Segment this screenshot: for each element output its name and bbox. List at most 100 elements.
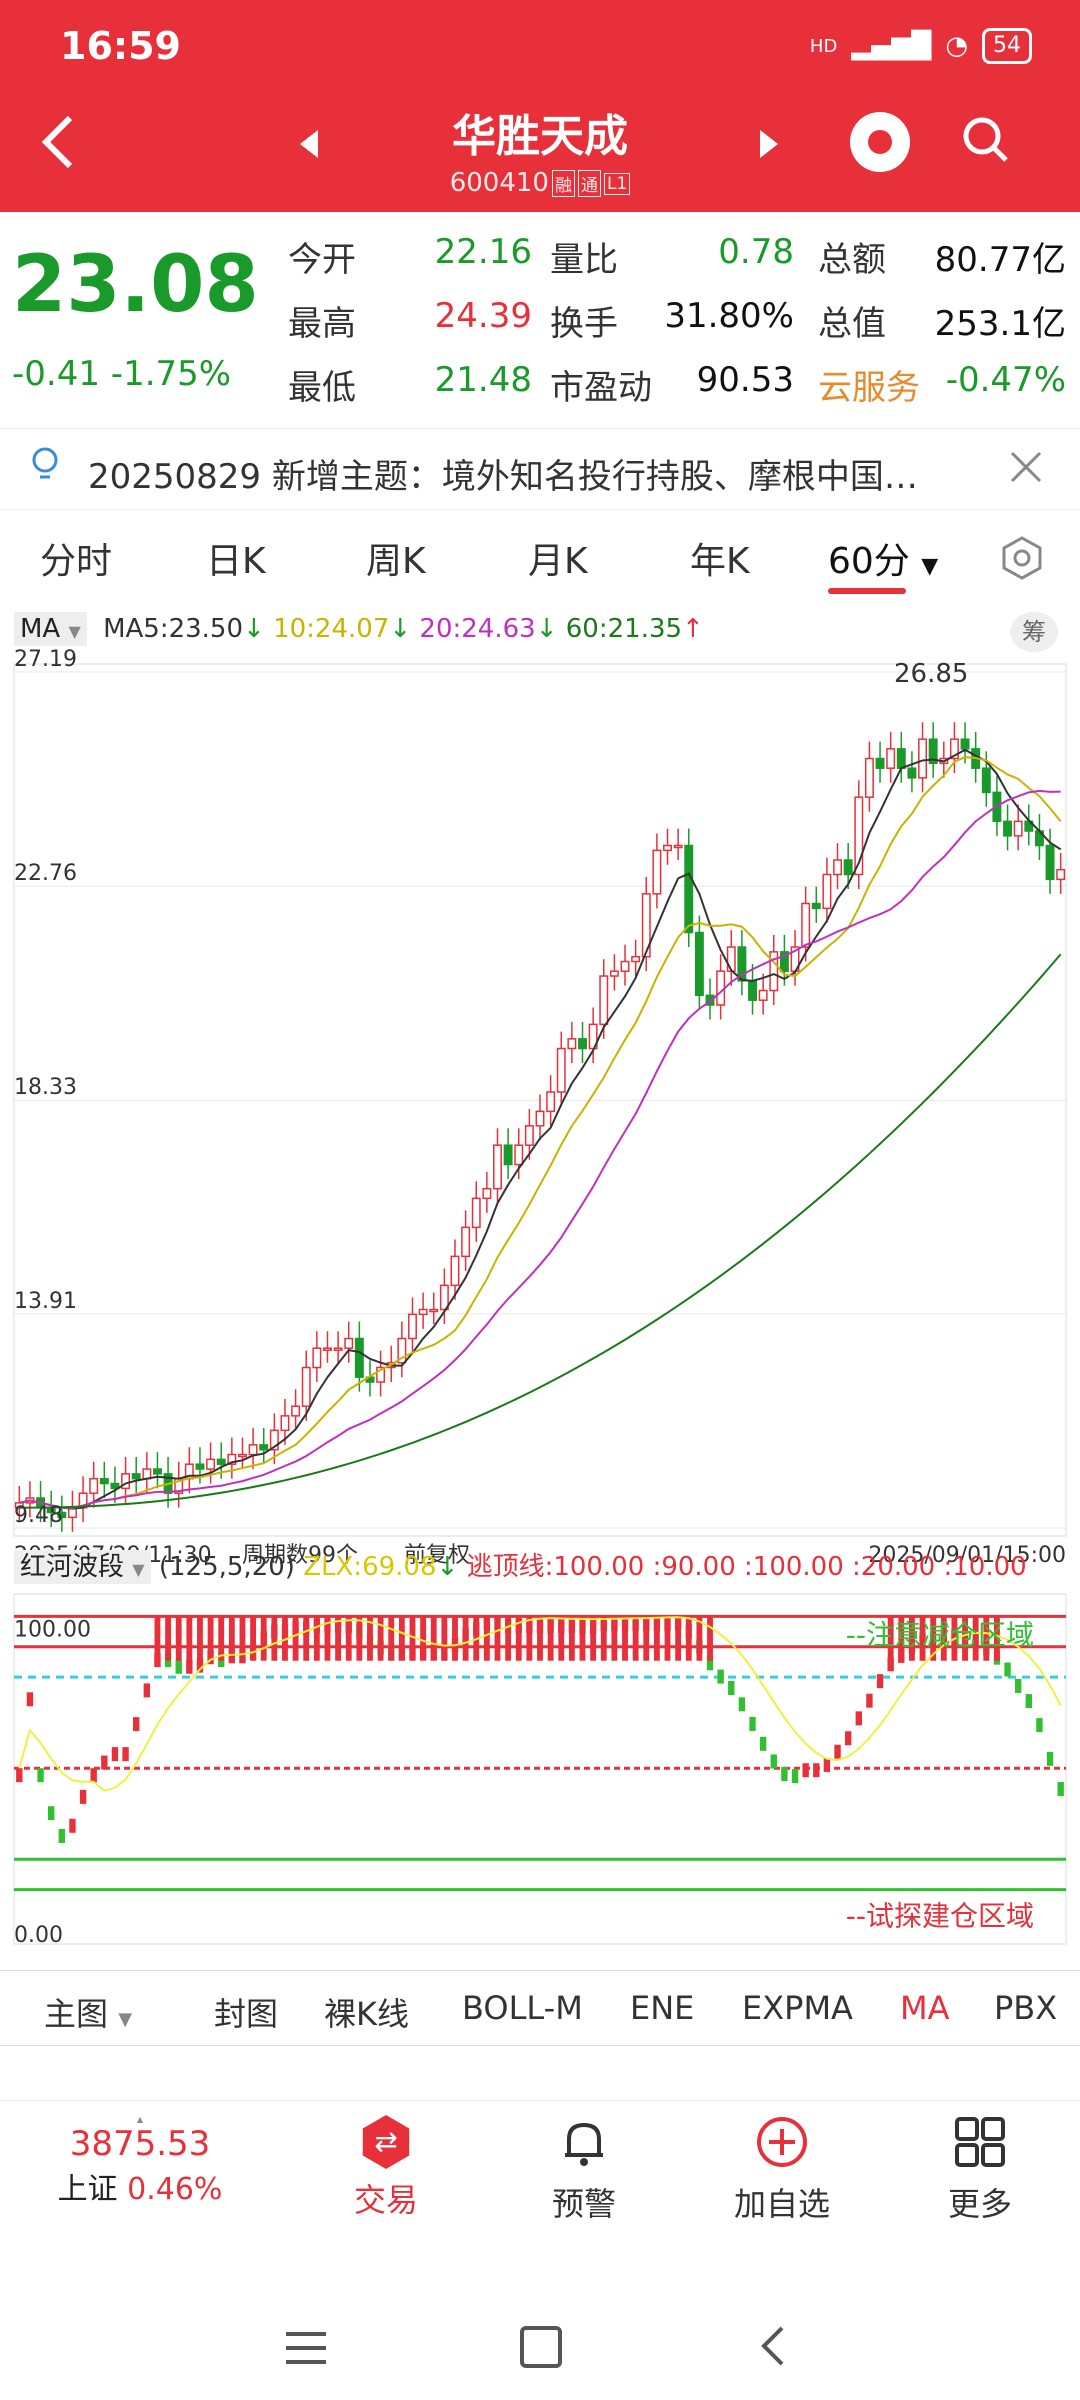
nav-trade-label: 交易 <box>353 2181 418 2219</box>
nav-more[interactable]: 更多 <box>880 2115 1080 2225</box>
x-end-label: 2025/09/01/15:00 <box>868 1543 1066 1568</box>
tab-pbx[interactable]: PBX <box>994 1989 1058 2027</box>
ma20-label: 20:24.63 <box>419 614 536 644</box>
menu-icon[interactable] <box>286 2332 326 2364</box>
quote-label: 最高 <box>288 304 356 344</box>
tab-fenshi[interactable]: 分时 <box>40 541 113 582</box>
candle-body <box>280 1415 290 1432</box>
candle-body <box>1045 844 1055 881</box>
ma10-line <box>19 756 1062 1509</box>
nav-add-watch[interactable]: 加自选 <box>682 2115 882 2225</box>
candle-body <box>748 980 757 1001</box>
ma10-label: 10:24.07 <box>273 614 390 644</box>
quote-label: 今开 <box>288 240 356 280</box>
candle-body <box>1056 868 1066 881</box>
nav-alert[interactable]: 预警 <box>484 2115 684 2225</box>
candle-body <box>758 989 768 1001</box>
news-bar[interactable]: 20250829 新增主题：境外知名投行持股、摩根中国… <box>0 428 1080 510</box>
candle-body <box>110 1482 120 1490</box>
indicator-selector[interactable]: 红河波段 ▼ <box>14 1550 151 1584</box>
candle-body <box>291 1405 301 1417</box>
quote-label: 市盈动 <box>550 368 652 408</box>
news-text: 20250829 新增主题：境外知名投行持股、摩根中国… <box>88 457 918 497</box>
indicator-params: (125,5,20) <box>158 1552 295 1582</box>
candle-body <box>694 931 704 997</box>
candle-body <box>152 1468 162 1475</box>
tab-naked-k[interactable]: 裸K线 <box>324 1995 409 2033</box>
market-index[interactable]: ▲ 3875.53 上证 0.46% <box>40 2115 240 2208</box>
tab-ene[interactable]: ENE <box>630 1989 695 2027</box>
quote-value: 24.39 <box>434 296 532 336</box>
indicator-legend: 红河波段 ▼ (125,5,20) ZLX:69.08↓ 逃顶线:100.00 … <box>14 1546 1027 1584</box>
quote-label: 总值 <box>818 304 886 344</box>
ma-selector[interactable]: MA ▼ <box>14 612 87 646</box>
kline-chart[interactable]: 27.1922.7618.3313.919.4826.852025/07/29/… <box>0 600 1080 1980</box>
tab-ma[interactable]: MA <box>900 1989 950 2027</box>
dropdown-icon: ▼ <box>68 622 81 641</box>
tab-month-k[interactable]: 月K <box>528 541 588 582</box>
candle-body <box>471 1197 481 1229</box>
next-stock-icon[interactable] <box>760 130 778 158</box>
tab-boll-m[interactable]: BOLL-M <box>462 1989 583 2027</box>
quote-value: 0.78 <box>718 232 794 272</box>
chip-distribution-button[interactable]: 筹 <box>1010 612 1058 652</box>
candle-body <box>418 1308 428 1316</box>
candle-body <box>131 1473 141 1480</box>
candle-body <box>248 1444 258 1456</box>
candle-body <box>195 1463 205 1470</box>
prev-stock-icon[interactable] <box>300 130 318 158</box>
candle-body <box>631 955 641 963</box>
bottom-nav: ▲ 3875.53 上证 0.46% ⇄ 交易 预警 加自选 更多 <box>0 2100 1080 2223</box>
home-icon[interactable] <box>520 2326 562 2368</box>
candle-body <box>450 1255 460 1287</box>
candle-body <box>620 960 630 972</box>
tab-day-k[interactable]: 日K <box>206 541 266 582</box>
candle-body <box>344 1337 354 1349</box>
change-value: -0.41 <box>12 354 100 394</box>
tab-fengtu[interactable]: 封图 <box>214 1995 279 2033</box>
down-arrow-icon: ↓ <box>243 614 265 644</box>
candle-body <box>875 757 885 769</box>
candle-body <box>896 748 906 769</box>
quote-label: 云服务 <box>818 368 920 408</box>
up-caret-icon: ▲ <box>136 2115 144 2124</box>
down-arrow-icon: ↓ <box>389 614 412 644</box>
candle-body <box>376 1366 386 1383</box>
tab-week-k[interactable]: 周K <box>366 541 426 582</box>
tab-year-k[interactable]: 年K <box>690 541 750 582</box>
candle-body <box>121 1473 131 1490</box>
tab-main-chart[interactable]: 主图 ▼ <box>44 1989 132 2035</box>
back-button[interactable] <box>38 112 78 172</box>
quote-value: 21.48 <box>434 360 532 400</box>
signal-bars-icon: ▂▄▆█ <box>851 31 932 61</box>
current-price: 23.08 <box>12 240 259 330</box>
tab-expma[interactable]: EXPMA <box>742 1989 853 2027</box>
candle-body <box>673 844 683 849</box>
y-tick-label: 13.91 <box>14 1289 77 1314</box>
mascot-icon[interactable] <box>850 112 910 172</box>
ma5-label: MA5:23.50 <box>103 614 244 644</box>
quote-label: 换手 <box>550 304 618 344</box>
mascot-eye <box>868 130 892 154</box>
candle-body <box>918 738 928 779</box>
ma5-line <box>19 748 1062 1510</box>
tab-60min[interactable]: 60分 ▼ <box>828 532 938 584</box>
candle-body <box>811 902 821 910</box>
candle-body <box>779 951 789 972</box>
settings-icon[interactable] <box>998 534 1046 582</box>
stock-code-text: 600410 <box>449 168 549 198</box>
nav-trade[interactable]: ⇄ 交易 <box>286 2115 486 2221</box>
ma60-label: 60:21.35 <box>565 614 683 644</box>
candle-body <box>301 1366 311 1407</box>
status-time: 16:59 <box>60 24 181 68</box>
index-pct: 0.46% <box>127 2172 223 2207</box>
candle-body <box>514 1144 524 1166</box>
system-nav-bar <box>0 2280 1080 2400</box>
back-nav-icon[interactable] <box>758 2324 788 2368</box>
active-tab-underline <box>828 588 906 594</box>
close-icon[interactable] <box>1008 449 1044 485</box>
candle-body <box>333 1347 343 1351</box>
candle-body <box>429 1308 439 1313</box>
candle-body <box>578 1038 587 1050</box>
search-icon[interactable] <box>960 114 1010 164</box>
